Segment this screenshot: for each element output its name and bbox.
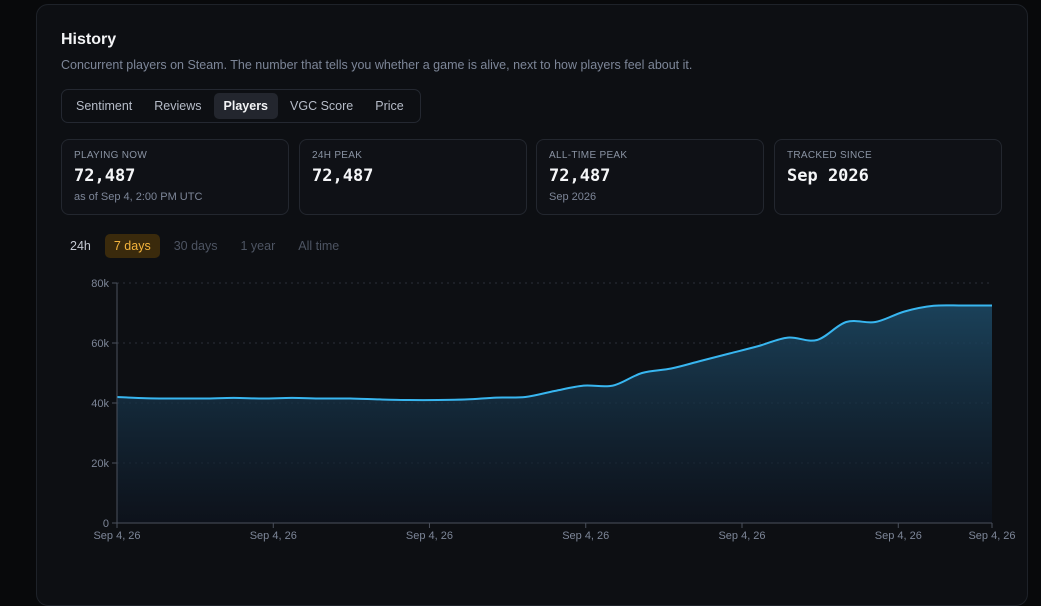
- stat-value: 72,487: [74, 166, 136, 186]
- stat-value: Sep 2026: [787, 166, 869, 186]
- stat-playing-now: PLAYING NOW 72,487 as of Sep 4, 2:00 PM …: [61, 139, 289, 215]
- x-tick-label: Sep 4, 26: [406, 530, 453, 542]
- section-subtitle: Concurrent players on Steam. The number …: [61, 58, 693, 72]
- tab-sentiment[interactable]: Sentiment: [76, 99, 133, 113]
- stat-label: ALL-TIME PEAK: [549, 150, 628, 161]
- x-tick-label: Sep 4, 26: [562, 530, 609, 542]
- x-tick-label: Sep 4, 26: [93, 530, 140, 542]
- stat-all-time-peak: ALL-TIME PEAK 72,487 Sep 2026: [536, 139, 764, 215]
- y-tick-label: 60k: [91, 338, 109, 350]
- players-area: [117, 305, 992, 523]
- range-1-year[interactable]: 1 year: [240, 239, 276, 253]
- y-tick-label: 0: [103, 518, 109, 530]
- x-tick-label: Sep 4, 26: [718, 530, 765, 542]
- stat-value: 72,487: [549, 166, 611, 186]
- range-selector: 24h 7 days 30 days 1 year All time: [61, 234, 353, 258]
- x-tick-label: Sep 4, 26: [968, 530, 1015, 542]
- stat-tracked-since: TRACKED SINCE Sep 2026: [774, 139, 1002, 215]
- y-tick-label: 40k: [91, 398, 109, 410]
- range-7-days[interactable]: 7 days: [104, 234, 160, 258]
- stat-sub: Sep 2026: [549, 191, 597, 203]
- stat-value: 72,487: [312, 166, 374, 186]
- stat-24h-peak: 24H PEAK 72,487: [299, 139, 527, 215]
- range-24h[interactable]: 24h: [70, 239, 91, 253]
- tab-players[interactable]: Players: [213, 93, 279, 119]
- players-line: [116, 304, 993, 402]
- metric-tabs: Sentiment Reviews Players VGC Score Pric…: [61, 89, 421, 123]
- y-tick-label: 80k: [91, 278, 109, 290]
- history-card: History Concurrent players on Steam. The…: [36, 4, 1028, 606]
- section-title: History: [61, 31, 117, 48]
- tab-vgc-score[interactable]: VGC Score: [290, 99, 354, 113]
- range-30-days[interactable]: 30 days: [173, 239, 218, 253]
- range-all-time[interactable]: All time: [298, 239, 340, 253]
- stat-label: 24H PEAK: [312, 150, 363, 161]
- players-chart: 0 20k 40k 60k 80k Sep 4, 26 Sep 4, 26 Sep 4, 26…: [91, 278, 1015, 542]
- x-tick-label: Sep 4, 26: [250, 530, 297, 542]
- y-tick-label: 20k: [91, 458, 109, 470]
- tab-price[interactable]: Price: [375, 99, 404, 113]
- stat-label: PLAYING NOW: [74, 150, 148, 161]
- x-tick-label: Sep 4, 26: [875, 530, 922, 542]
- stat-label: TRACKED SINCE: [787, 150, 873, 161]
- tab-reviews[interactable]: Reviews: [154, 99, 202, 113]
- stat-sub: as of Sep 4, 2:00 PM UTC: [74, 191, 203, 203]
